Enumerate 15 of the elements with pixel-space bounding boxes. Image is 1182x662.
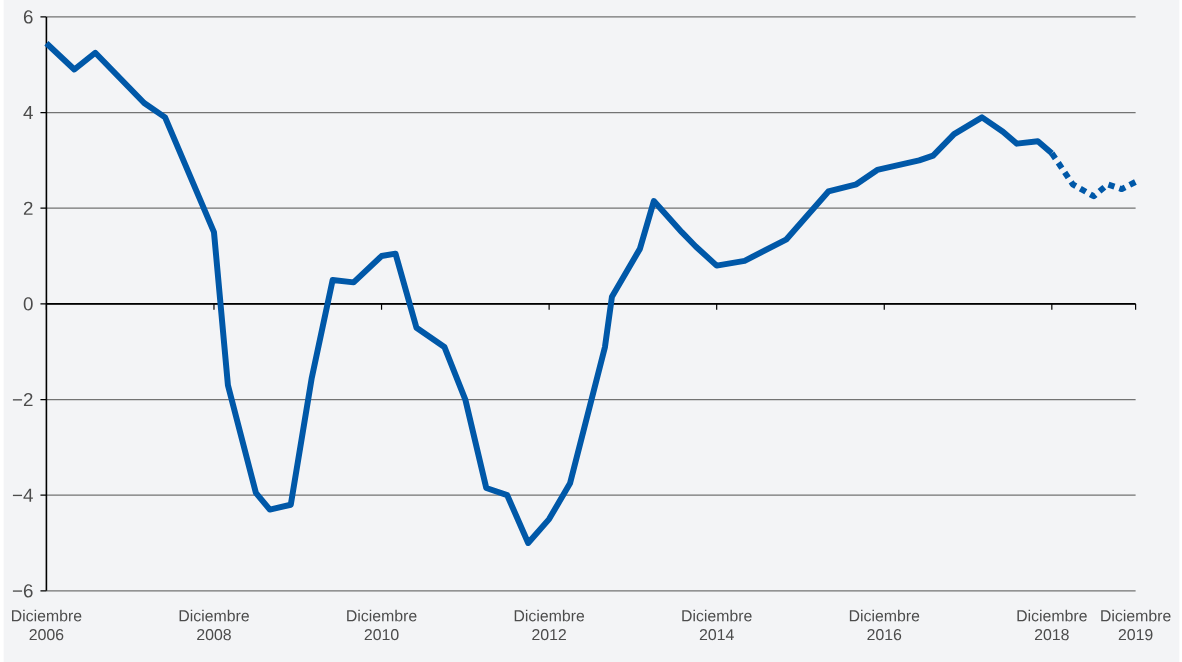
y-tick-label: 6 xyxy=(23,10,33,24)
y-tick-label: −4 xyxy=(12,488,33,502)
x-tick-label: Diciembre 2019 xyxy=(1101,609,1171,641)
x-tick-label: Diciembre 2016 xyxy=(849,609,920,641)
y-tick-label: 0 xyxy=(23,296,33,311)
x-tick-label: Diciembre 2008 xyxy=(179,609,249,641)
y-tick-label: −2 xyxy=(12,392,33,406)
x-tick-label: Diciembre 2014 xyxy=(682,609,752,641)
x-tick-label: Diciembre 2012 xyxy=(514,609,585,641)
x-tick-label: Diciembre 2010 xyxy=(347,609,417,641)
x-tick-label: Diciembre 2006 xyxy=(12,609,82,641)
y-tick-label: −6 xyxy=(12,583,33,598)
y-tick-label: 4 xyxy=(23,105,33,119)
x-tick-label: Diciembre 2018 xyxy=(1017,609,1087,641)
y-tick-label: 2 xyxy=(23,201,33,215)
